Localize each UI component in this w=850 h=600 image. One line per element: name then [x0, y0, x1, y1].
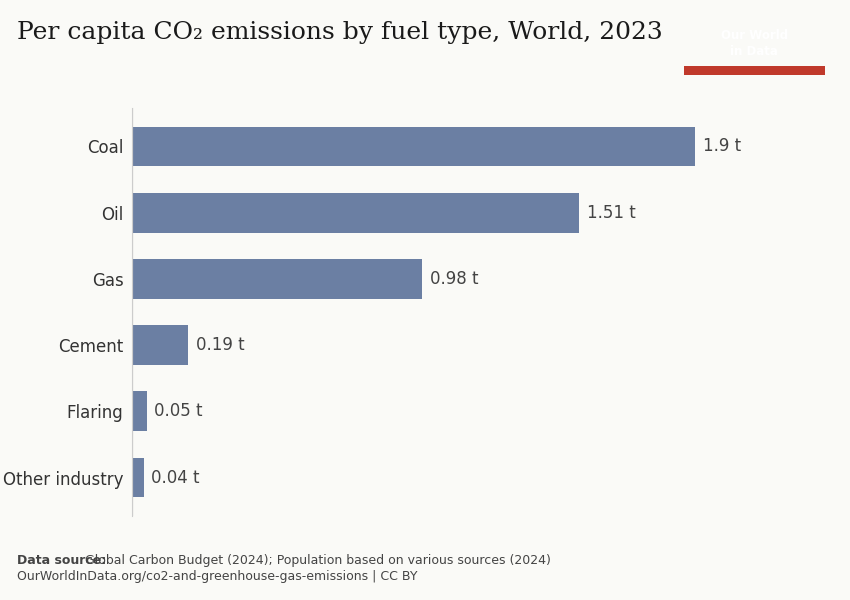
Bar — [684, 67, 824, 75]
Text: 1.9 t: 1.9 t — [703, 137, 740, 155]
Bar — [132, 391, 146, 431]
Text: Global Carbon Budget (2024); Population based on various sources (2024): Global Carbon Budget (2024); Population … — [81, 554, 551, 567]
Bar — [132, 127, 695, 166]
Bar — [132, 458, 144, 497]
Text: 0.19 t: 0.19 t — [196, 336, 244, 354]
Text: Our World: Our World — [721, 29, 788, 41]
Bar — [132, 325, 188, 365]
Text: in Data: in Data — [730, 44, 779, 58]
Bar — [132, 259, 422, 299]
Text: 1.51 t: 1.51 t — [586, 203, 636, 221]
Bar — [132, 193, 580, 233]
Text: 0.05 t: 0.05 t — [154, 403, 202, 421]
Text: Data source:: Data source: — [17, 554, 106, 567]
Text: Per capita CO₂ emissions by fuel type, World, 2023: Per capita CO₂ emissions by fuel type, W… — [17, 21, 663, 44]
Text: 0.98 t: 0.98 t — [430, 270, 479, 288]
Text: 0.04 t: 0.04 t — [151, 469, 200, 487]
Text: OurWorldInData.org/co2-and-greenhouse-gas-emissions | CC BY: OurWorldInData.org/co2-and-greenhouse-ga… — [17, 570, 417, 583]
